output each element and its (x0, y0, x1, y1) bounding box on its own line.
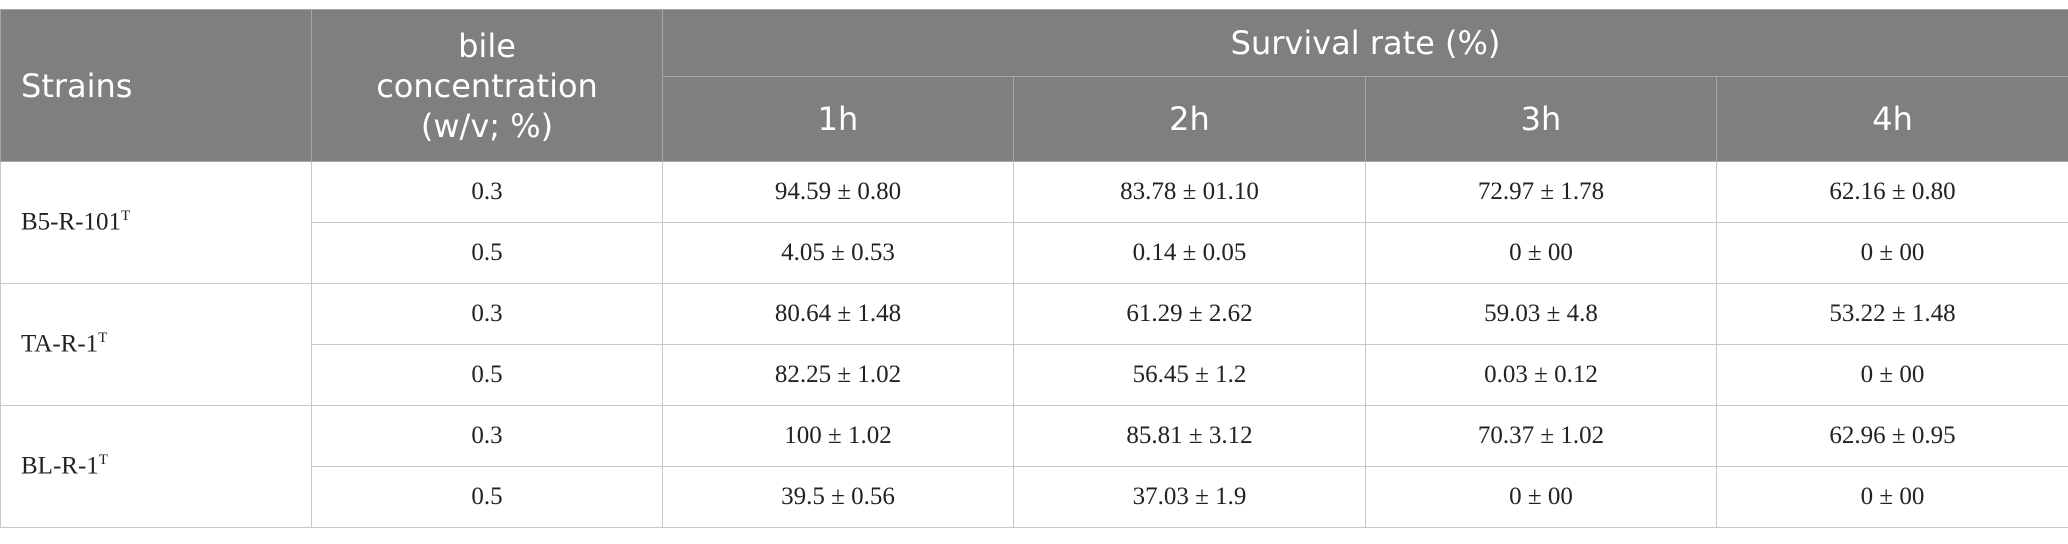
value-cell: 0 ± 00 (1365, 466, 1717, 528)
value-cell: 39.5 ± 0.56 (662, 466, 1014, 528)
header-cell: 2h (1013, 76, 1366, 162)
value-cell: 0 ± 00 (1365, 222, 1717, 284)
value-cell: 0.03 ± 0.12 (1365, 344, 1717, 406)
table-header: Strains bile concentration (w/v; %) Surv… (0, 9, 2068, 162)
header-row: Strains bile concentration (w/v; %) Surv… (0, 9, 2068, 162)
strain-name: TA-R-1 (21, 330, 99, 358)
value-cell: 62.16 ± 0.80 (1715, 161, 2068, 223)
concentration-cell: 0.5 (311, 466, 663, 528)
concentration-cell: 0.3 (311, 283, 663, 345)
table-row: 0.5 39.5 ± 0.56 37.03 ± 1.9 0 ± 00 0 ± 00 (1, 466, 2068, 528)
strain-superscript: T (121, 208, 131, 225)
value-cell: 72.97 ± 1.78 (1365, 161, 1717, 223)
strain-name: B5-R-101 (21, 208, 121, 236)
value-cell: 0 ± 00 (1715, 222, 2068, 284)
header-cell: Strains (0, 9, 312, 162)
value-cell: 53.22 ± 1.48 (1715, 283, 2068, 345)
value-cell: 85.81 ± 3.12 (1013, 405, 1366, 467)
table-row: 0.5 4.05 ± 0.53 0.14 ± 0.05 0 ± 00 0 ± 00 (1, 222, 2068, 284)
header-text: bile concentration (w/v; %) (376, 26, 598, 145)
strain-name: BL-R-1 (21, 452, 99, 480)
survival-table: Strains bile concentration (w/v; %) Surv… (0, 9, 2068, 528)
strain-superscript: T (98, 330, 108, 347)
value-cell: 80.64 ± 1.48 (662, 283, 1014, 345)
value-cell: 62.96 ± 0.95 (1715, 405, 2068, 467)
value-cell: 56.45 ± 1.2 (1013, 344, 1366, 406)
header-cell: 3h (1365, 76, 1717, 162)
table-row: 0.5 82.25 ± 1.02 56.45 ± 1.2 0.03 ± 0.12 0 ±… (1, 344, 2068, 406)
value-cell: 0 ± 00 (1715, 344, 2068, 406)
value-cell: 37.03 ± 1.9 (1013, 466, 1366, 528)
header-cell: Survival rate (%) (661, 9, 2068, 77)
header-cell: 4h (1715, 76, 2068, 162)
concentration-cell: 0.3 (311, 405, 663, 467)
value-cell: 82.25 ± 1.02 (662, 344, 1014, 406)
header-row: 1h 2h 3h 4h (1, 76, 2068, 162)
value-cell: 94.59 ± 0.80 (662, 161, 1014, 223)
value-cell: 0 ± 00 (1715, 466, 2068, 528)
value-cell: 59.03 ± 4.8 (1365, 283, 1717, 345)
table-row: BL-R-1T 0.3 100 ± 1.02 85.81 ± 3.12 70.37 ± … (0, 405, 2068, 528)
value-cell: 100 ± 1.02 (662, 405, 1014, 467)
value-cell: 70.37 ± 1.02 (1365, 405, 1717, 467)
value-cell: 83.78 ± 01.10 (1013, 161, 1366, 223)
concentration-cell: 0.5 (311, 222, 663, 284)
strain-superscript: T (98, 452, 108, 469)
concentration-cell: 0.3 (311, 161, 663, 223)
concentration-cell: 0.5 (311, 344, 663, 406)
header-cell: bile concentration (w/v; %) (311, 9, 663, 162)
value-cell: 0.14 ± 0.05 (1013, 222, 1366, 284)
table-body: B5-R-101T 0.3 94.59 ± 0.80 83.78 ± 01.10 72.… (0, 161, 2068, 528)
strain-cell: BL-R-1T (0, 405, 312, 528)
strain-cell: TA-R-1T (0, 283, 312, 406)
table-row: B5-R-101T 0.3 94.59 ± 0.80 83.78 ± 01.10 72.… (0, 161, 2068, 284)
strain-cell: B5-R-101T (0, 161, 312, 284)
value-cell: 4.05 ± 0.53 (662, 222, 1014, 284)
value-cell: 61.29 ± 2.62 (1013, 283, 1366, 345)
table-row: TA-R-1T 0.3 80.64 ± 1.48 61.29 ± 2.62 59.03 … (0, 283, 2068, 406)
header-cell: 1h (662, 76, 1014, 162)
